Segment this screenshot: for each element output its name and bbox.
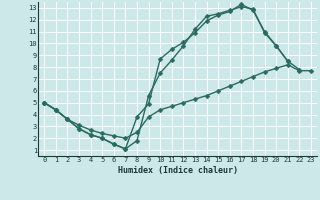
X-axis label: Humidex (Indice chaleur): Humidex (Indice chaleur) [118,166,238,175]
